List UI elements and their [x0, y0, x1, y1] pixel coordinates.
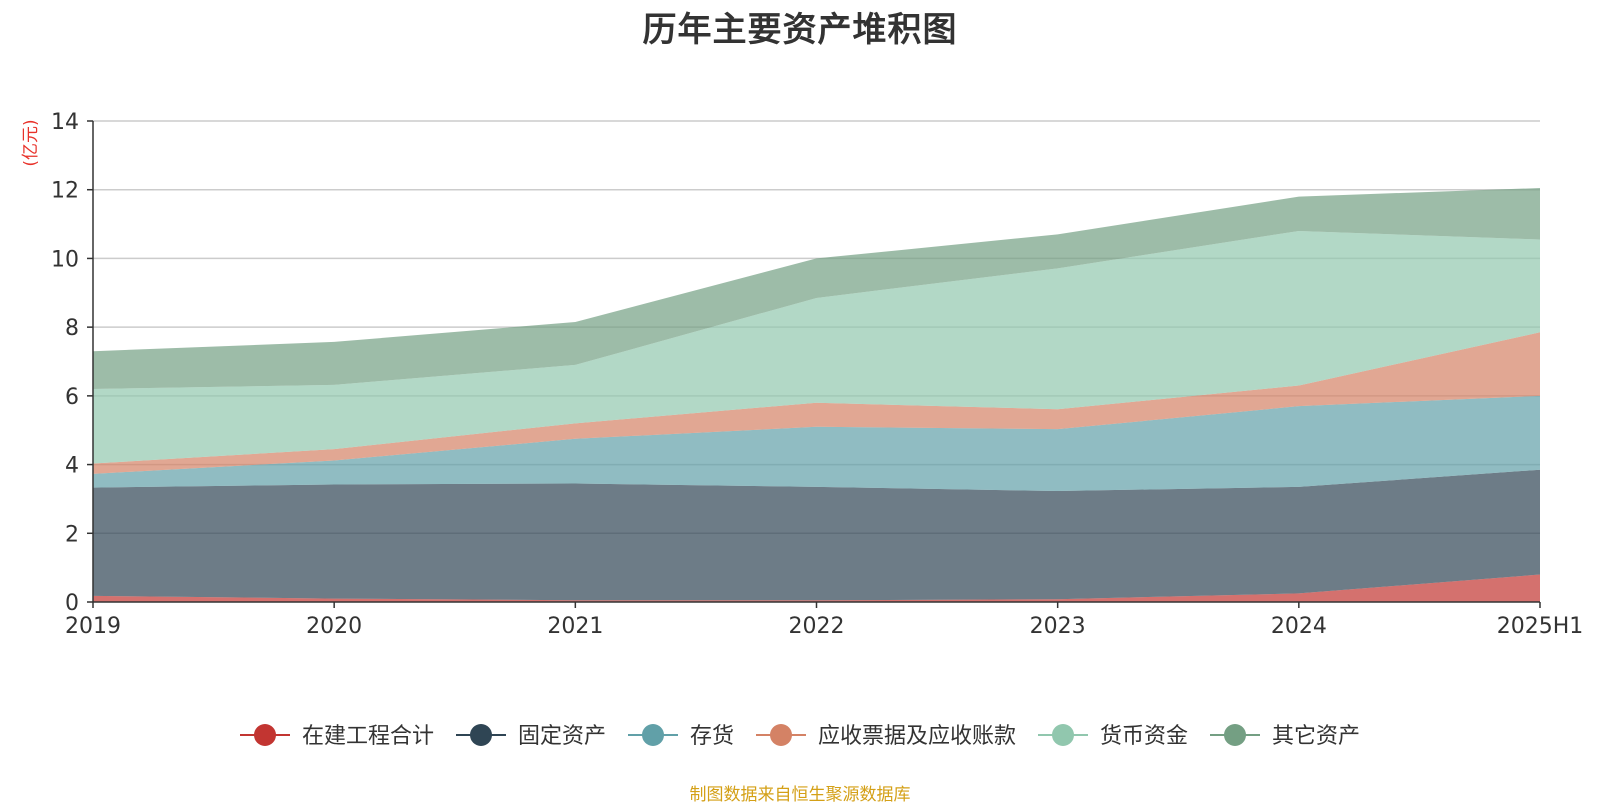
- x-tick-label: 2023: [1030, 614, 1086, 639]
- x-tick-label: 2019: [65, 614, 121, 639]
- area-series-1: [93, 574, 1540, 602]
- legend-marker: [1052, 724, 1074, 746]
- area-series-2: [93, 469, 1540, 601]
- y-tick-label: 14: [51, 110, 79, 135]
- y-tick-label: 6: [65, 385, 79, 410]
- y-tick-label: 4: [65, 454, 79, 479]
- y-tick-label: 2: [65, 522, 79, 547]
- x-tick-label: 2024: [1271, 614, 1327, 639]
- legend-item-1: 在建工程合计: [240, 724, 434, 749]
- area-series-6: [93, 187, 1540, 389]
- x-tick-label: 2022: [789, 614, 845, 639]
- y-tick-label: 8: [65, 316, 79, 341]
- area-series: [93, 187, 1540, 602]
- legend-marker: [470, 724, 492, 746]
- legend-item-2: 固定资产: [456, 724, 606, 749]
- legend: 在建工程合计 固定资产 存货 应收票据及应收账款 货币资金 其它资产: [240, 724, 1360, 749]
- legend-label: 货币资金: [1100, 724, 1188, 749]
- legend-label: 其它资产: [1272, 724, 1360, 749]
- area-series-5: [93, 230, 1540, 464]
- x-tick-label: 2021: [547, 614, 603, 639]
- axes: 0 2 4 6 8 10 12 14 2019 2020 2021 2022 2023 2024 2025H…: [51, 110, 1583, 639]
- chart-title: 历年主要资产堆积图: [642, 10, 958, 50]
- data-source-note: 制图数据来自恒生聚源数据库: [689, 785, 911, 805]
- legend-marker: [1224, 724, 1246, 746]
- y-axis-unit-label: (亿元): [21, 119, 41, 166]
- y-tick-label: 0: [65, 591, 79, 616]
- legend-marker: [770, 724, 792, 746]
- legend-marker: [642, 724, 664, 746]
- legend-item-3: 存货: [628, 724, 734, 749]
- legend-item-6: 其它资产: [1210, 724, 1360, 749]
- legend-item-5: 货币资金: [1038, 724, 1188, 749]
- legend-label: 在建工程合计: [302, 724, 434, 749]
- legend-item-4: 应收票据及应收账款: [756, 724, 1016, 749]
- legend-label: 存货: [690, 724, 734, 749]
- legend-label: 固定资产: [518, 724, 606, 749]
- legend-label: 应收票据及应收账款: [818, 724, 1016, 749]
- legend-marker: [254, 724, 276, 746]
- x-tick-label: 2020: [306, 614, 362, 639]
- area-series-3: [93, 395, 1540, 492]
- area-series-4: [93, 332, 1540, 474]
- x-tick-label: 2025H1: [1497, 614, 1584, 639]
- y-tick-label: 10: [51, 247, 79, 272]
- y-tick-label: 12: [51, 179, 79, 204]
